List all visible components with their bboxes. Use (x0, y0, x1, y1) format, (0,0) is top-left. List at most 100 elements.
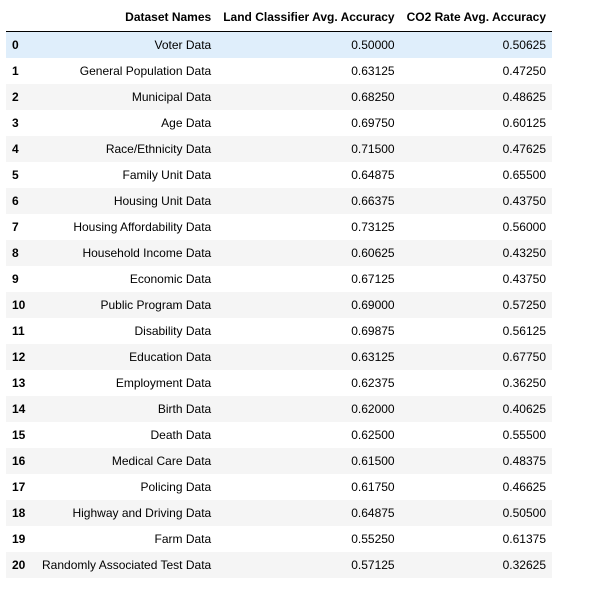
row-index: 19 (12, 531, 26, 546)
cell-land-classifier-accuracy: 0.69750 (351, 115, 395, 130)
cell-land-classifier-accuracy: 0.71500 (351, 141, 395, 156)
table-row: 14 Birth Data 0.62000 0.40625 (6, 395, 552, 422)
cell-dataset-name: Age Data (161, 115, 212, 130)
cell-co2-rate-accuracy: 0.56000 (502, 219, 546, 234)
table-row: 16 Medical Care Data 0.61500 0.48375 (6, 447, 552, 474)
row-index: 2 (12, 89, 19, 104)
cell-co2-rate-accuracy: 0.40625 (502, 401, 546, 416)
cell-co2-rate-accuracy: 0.65500 (502, 167, 546, 182)
table-row: 13 Employment Data 0.62375 0.36250 (6, 369, 552, 396)
table-row: 10 Public Program Data 0.69000 0.57250 (6, 291, 552, 318)
cell-co2-rate-accuracy: 0.47625 (502, 141, 546, 156)
row-index: 12 (12, 349, 26, 364)
cell-co2-rate-accuracy: 0.47250 (502, 63, 546, 78)
cell-dataset-name: Highway and Driving Data (72, 505, 212, 520)
cell-dataset-name: Race/Ethnicity Data (105, 141, 212, 156)
cell-land-classifier-accuracy: 0.62500 (351, 427, 395, 442)
cell-dataset-name: Voter Data (154, 37, 212, 52)
table-row: 17 Policing Data 0.61750 0.46625 (6, 473, 552, 500)
column-header-dataset-names: Dataset Names (36, 4, 218, 32)
cell-dataset-name: Household Income Data (82, 245, 212, 260)
row-index: 5 (12, 167, 19, 182)
cell-co2-rate-accuracy: 0.32625 (502, 557, 546, 572)
cell-co2-rate-accuracy: 0.48625 (502, 89, 546, 104)
row-index: 6 (12, 193, 19, 208)
table-row: 20 Randomly Associated Test Data 0.57125 0.… (6, 551, 552, 578)
cell-co2-rate-accuracy: 0.48375 (502, 453, 546, 468)
cell-dataset-name: Housing Unit Data (113, 193, 212, 208)
row-index: 14 (12, 401, 26, 416)
table-row: 0 Voter Data 0.50000 0.50625 (6, 31, 552, 58)
row-index: 17 (12, 479, 26, 494)
cell-land-classifier-accuracy: 0.73125 (351, 219, 395, 234)
cell-co2-rate-accuracy: 0.61375 (502, 531, 546, 546)
cell-land-classifier-accuracy: 0.57125 (351, 557, 395, 572)
row-index: 0 (12, 37, 19, 52)
table-row: 19 Farm Data 0.55250 0.61375 (6, 525, 552, 552)
cell-dataset-name: Education Data (129, 349, 212, 364)
table-row: 1 General Population Data 0.63125 0.47250 (6, 57, 552, 84)
table-row: 5 Family Unit Data 0.64875 0.65500 (6, 161, 552, 188)
cell-dataset-name: Family Unit Data (122, 167, 212, 182)
table-row: 2 Municipal Data 0.68250 0.48625 (6, 83, 552, 110)
cell-land-classifier-accuracy: 0.55250 (351, 531, 395, 546)
table-row: 12 Education Data 0.63125 0.67750 (6, 343, 552, 370)
row-index: 7 (12, 219, 19, 234)
cell-land-classifier-accuracy: 0.63125 (351, 349, 395, 364)
row-index: 18 (12, 505, 26, 520)
row-index: 9 (12, 271, 19, 286)
cell-co2-rate-accuracy: 0.56125 (502, 323, 546, 338)
cell-dataset-name: Policing Data (140, 479, 212, 494)
cell-dataset-name: Randomly Associated Test Data (42, 557, 212, 572)
row-index: 20 (12, 557, 26, 572)
cell-co2-rate-accuracy: 0.43750 (502, 193, 546, 208)
table-row: 4 Race/Ethnicity Data 0.71500 0.47625 (6, 135, 552, 162)
cell-co2-rate-accuracy: 0.50625 (502, 37, 546, 52)
row-index: 4 (12, 141, 19, 156)
table-row: 7 Housing Affordability Data 0.73125 0.5600… (6, 213, 552, 240)
table-row: 18 Highway and Driving Data 0.64875 0.50500 (6, 499, 552, 526)
cell-dataset-name: Birth Data (157, 401, 212, 416)
cell-dataset-name: Death Data (150, 427, 212, 442)
cell-land-classifier-accuracy: 0.69875 (351, 323, 395, 338)
row-index: 15 (12, 427, 26, 442)
cell-land-classifier-accuracy: 0.61500 (351, 453, 395, 468)
cell-land-classifier-accuracy: 0.63125 (351, 63, 395, 78)
cell-land-classifier-accuracy: 0.64875 (351, 505, 395, 520)
cell-dataset-name: Medical Care Data (111, 453, 212, 468)
table-row: 3 Age Data 0.69750 0.60125 (6, 109, 552, 136)
row-index: 3 (12, 115, 19, 130)
table-row: 6 Housing Unit Data 0.66375 0.43750 (6, 187, 552, 214)
cell-dataset-name: Municipal Data (131, 89, 212, 104)
cell-co2-rate-accuracy: 0.43750 (502, 271, 546, 286)
cell-land-classifier-accuracy: 0.67125 (351, 271, 395, 286)
row-index: 11 (12, 323, 25, 338)
table-row: 11 Disability Data 0.69875 0.56125 (6, 317, 552, 344)
dataframe-table: Dataset Names Land Classifier Avg. Accur… (6, 4, 552, 578)
cell-co2-rate-accuracy: 0.60125 (502, 115, 546, 130)
dataframe-output: Dataset Names Land Classifier Avg. Accur… (6, 4, 552, 578)
cell-co2-rate-accuracy: 0.43250 (502, 245, 546, 260)
cell-land-classifier-accuracy: 0.66375 (351, 193, 395, 208)
table-row: 9 Economic Data 0.67125 0.43750 (6, 265, 552, 292)
cell-co2-rate-accuracy: 0.46625 (502, 479, 546, 494)
row-index: 1 (12, 63, 19, 78)
cell-land-classifier-accuracy: 0.50000 (351, 37, 395, 52)
row-index: 10 (12, 297, 26, 312)
cell-dataset-name: Housing Affordability Data (73, 219, 212, 234)
cell-land-classifier-accuracy: 0.60625 (351, 245, 395, 260)
index-header (6, 4, 36, 32)
cell-dataset-name: Employment Data (115, 375, 212, 390)
row-index: 8 (12, 245, 19, 260)
row-index: 16 (12, 453, 26, 468)
cell-dataset-name: Disability Data (134, 323, 212, 338)
cell-dataset-name: General Population Data (79, 63, 212, 78)
cell-land-classifier-accuracy: 0.62000 (351, 401, 395, 416)
cell-land-classifier-accuracy: 0.61750 (351, 479, 395, 494)
cell-co2-rate-accuracy: 0.50500 (502, 505, 546, 520)
cell-co2-rate-accuracy: 0.67750 (502, 349, 546, 364)
table-row: 8 Household Income Data 0.60625 0.43250 (6, 239, 552, 266)
cell-land-classifier-accuracy: 0.64875 (351, 167, 395, 182)
cell-co2-rate-accuracy: 0.55500 (502, 427, 546, 442)
cell-dataset-name: Economic Data (129, 271, 212, 286)
